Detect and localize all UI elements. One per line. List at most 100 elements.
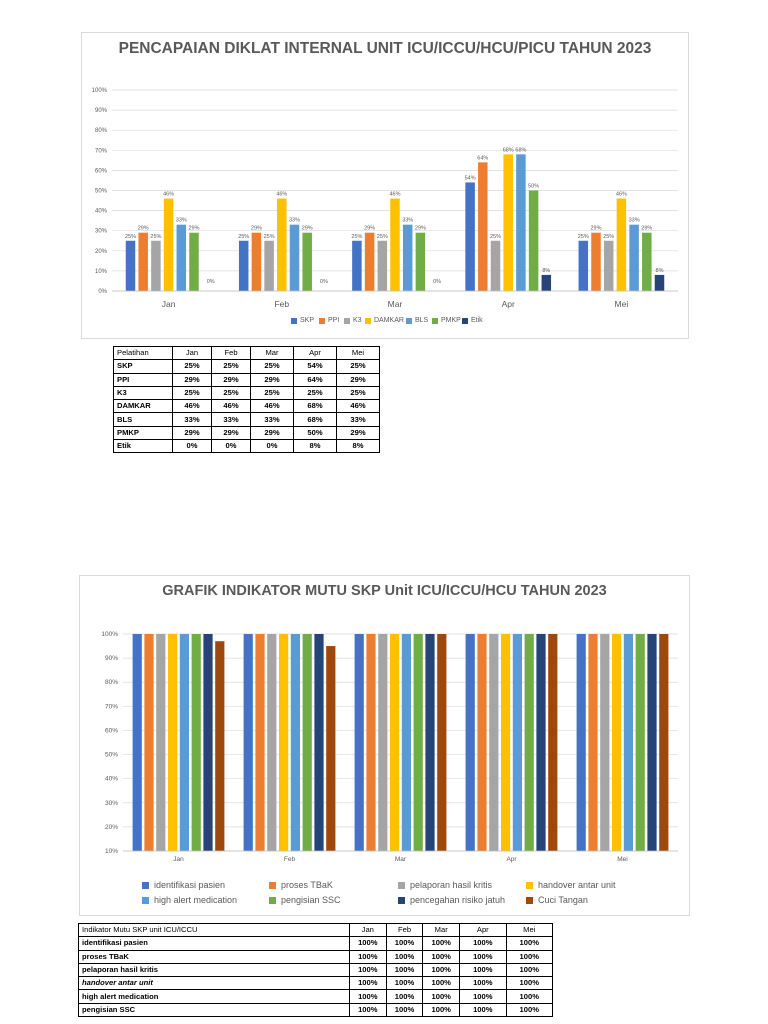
data-label: 8%	[656, 268, 664, 274]
legend-swatch	[269, 881, 276, 889]
table-cell: 25%	[336, 359, 380, 374]
table-cell: 25%	[211, 359, 251, 374]
bar-skp-mar	[352, 240, 362, 291]
table-cell: 25%	[172, 385, 212, 401]
bar-proses-tbak-mei	[588, 634, 598, 851]
bar-ppi-mar	[364, 232, 375, 291]
legend-swatch	[142, 881, 149, 889]
legend-item: BLS	[406, 317, 428, 324]
bar-ppi-mei	[591, 232, 601, 291]
data-label: 25%	[351, 234, 362, 240]
legend-label: PMKP	[441, 317, 461, 324]
table-cell: 100%	[348, 962, 387, 978]
legend-label: Etik	[471, 317, 483, 324]
table-row: identifikasi pasien 100% 100% 100% 100% 100%	[78, 936, 554, 951]
data-label: 25%	[490, 234, 501, 240]
table-row: DAMKAR 46% 46% 46% 68% 46%	[113, 399, 380, 414]
legend-label: pelaporan hasil kritis	[410, 880, 493, 890]
legend-swatch	[365, 317, 371, 324]
y-tick-label: 80%	[95, 128, 108, 134]
bar-k3-apr	[490, 240, 501, 291]
y-tick-label: 100%	[92, 88, 108, 94]
bar-pelaporan-hasil-kritis-mei	[600, 634, 610, 851]
data-label: 0%	[433, 279, 441, 285]
chart1-legend: SKP PPI K3 DAMKAR BLS PMKP Etik	[82, 317, 688, 329]
bar-high-alert-medication-mei	[623, 634, 633, 851]
bar-handover-antar-unit-apr	[501, 634, 511, 851]
data-label: 0%	[320, 279, 328, 285]
y-tick-label: 40%	[105, 776, 118, 783]
table-cell: 100%	[505, 989, 554, 1004]
table-cell: pengisian SSC	[78, 1002, 350, 1018]
bar-damkar-feb	[277, 198, 287, 291]
table-cell: 100%	[422, 949, 461, 964]
data-label: 29%	[641, 226, 652, 232]
legend-item: pelaporan hasil kritis	[398, 880, 492, 890]
legend-label: identifikasi pasien	[154, 880, 226, 890]
table-cell: identifikasi pasien	[78, 936, 350, 951]
y-tick-label: 50%	[105, 752, 118, 759]
bar-identifikasi-pasien-jan	[132, 634, 142, 851]
table-cell: 100%	[459, 976, 507, 991]
table-cell: 25%	[172, 359, 212, 374]
y-tick-label: 20%	[95, 249, 108, 255]
legend-item: pencegahan risiko jatuh	[398, 895, 505, 905]
table-cell: 29%	[250, 425, 294, 441]
table-cell: 100%	[459, 1002, 507, 1018]
legend-swatch	[269, 896, 276, 904]
bar-handover-antar-unit-mar	[390, 634, 400, 851]
bar-high-alert-medication-mar	[401, 634, 411, 851]
y-tick-label: 20%	[105, 824, 118, 831]
table-cell: DAMKAR	[113, 399, 173, 414]
table-header-cell: Mar	[250, 345, 294, 361]
table-cell: 100%	[422, 962, 461, 978]
bar-pelaporan-hasil-kritis-apr	[489, 634, 499, 851]
table-header-cell: Mei	[505, 922, 554, 938]
table-cell: 33%	[250, 412, 294, 427]
data-label: 68%	[503, 147, 514, 153]
table-cell: 100%	[505, 976, 554, 991]
legend-label: handover antar unit	[538, 880, 616, 890]
legend-label: pencegahan risiko jatuh	[410, 895, 506, 905]
table-header-cell: Feb	[211, 345, 251, 361]
table-row: K3 25% 25% 25% 25% 25%	[113, 385, 380, 401]
y-tick-label: 60%	[95, 168, 108, 174]
bar-skp-apr	[465, 182, 475, 291]
data-label: 33%	[629, 218, 640, 224]
table-cell: 100%	[459, 949, 507, 964]
table-cell: 68%	[293, 412, 337, 427]
bar-high-alert-medication-feb	[290, 634, 300, 851]
table-header-cell: Apr	[293, 345, 337, 361]
table-cell: 25%	[250, 385, 294, 401]
bar-pengisian-ssc-apr	[524, 634, 534, 851]
bar-etik-apr	[541, 274, 552, 291]
y-tick-label: 100%	[101, 631, 118, 638]
table-cell: 8%	[336, 439, 380, 454]
legend-item: identifikasi pasien	[142, 880, 225, 890]
bar-k3-mei	[603, 240, 614, 291]
bar-pmkp-mar	[415, 232, 426, 291]
legend-swatch	[344, 317, 350, 324]
bar-damkar-mar	[390, 198, 400, 291]
table-row: pelaporan hasil kritis 100% 100% 100% 100% 10…	[78, 962, 554, 978]
bar-proses-tbak-apr	[477, 634, 487, 851]
x-tick-label: Feb	[284, 856, 296, 863]
x-tick-label: Mar	[388, 299, 403, 309]
table-header-row: Indikator Mutu SKP unit ICU/ICCU Jan Feb Ma…	[78, 922, 554, 938]
table-cell: 100%	[348, 1002, 387, 1018]
bar-pencegahan-risiko-jatuh-jan	[203, 634, 213, 851]
table-row: PPI 29% 29% 29% 64% 29%	[113, 372, 380, 387]
data-label: 68%	[515, 147, 526, 153]
bar-cuci-tangan-feb	[326, 646, 336, 851]
legend-item: DAMKAR	[365, 317, 404, 324]
table-cell: 25%	[293, 385, 337, 401]
table-cell: K3	[113, 385, 173, 401]
table-cell: 100%	[422, 989, 461, 1004]
chart-diklat-internal: PENCAPAIAN DIKLAT INTERNAL UNIT ICU/ICCU…	[81, 32, 689, 339]
bar-identifikasi-pasien-mar	[354, 634, 364, 851]
y-tick-label: 40%	[95, 209, 108, 215]
y-tick-label: 0%	[98, 289, 107, 295]
legend-swatch	[319, 317, 325, 324]
data-label: 29%	[251, 226, 262, 232]
bar-pengisian-ssc-feb	[302, 634, 312, 851]
